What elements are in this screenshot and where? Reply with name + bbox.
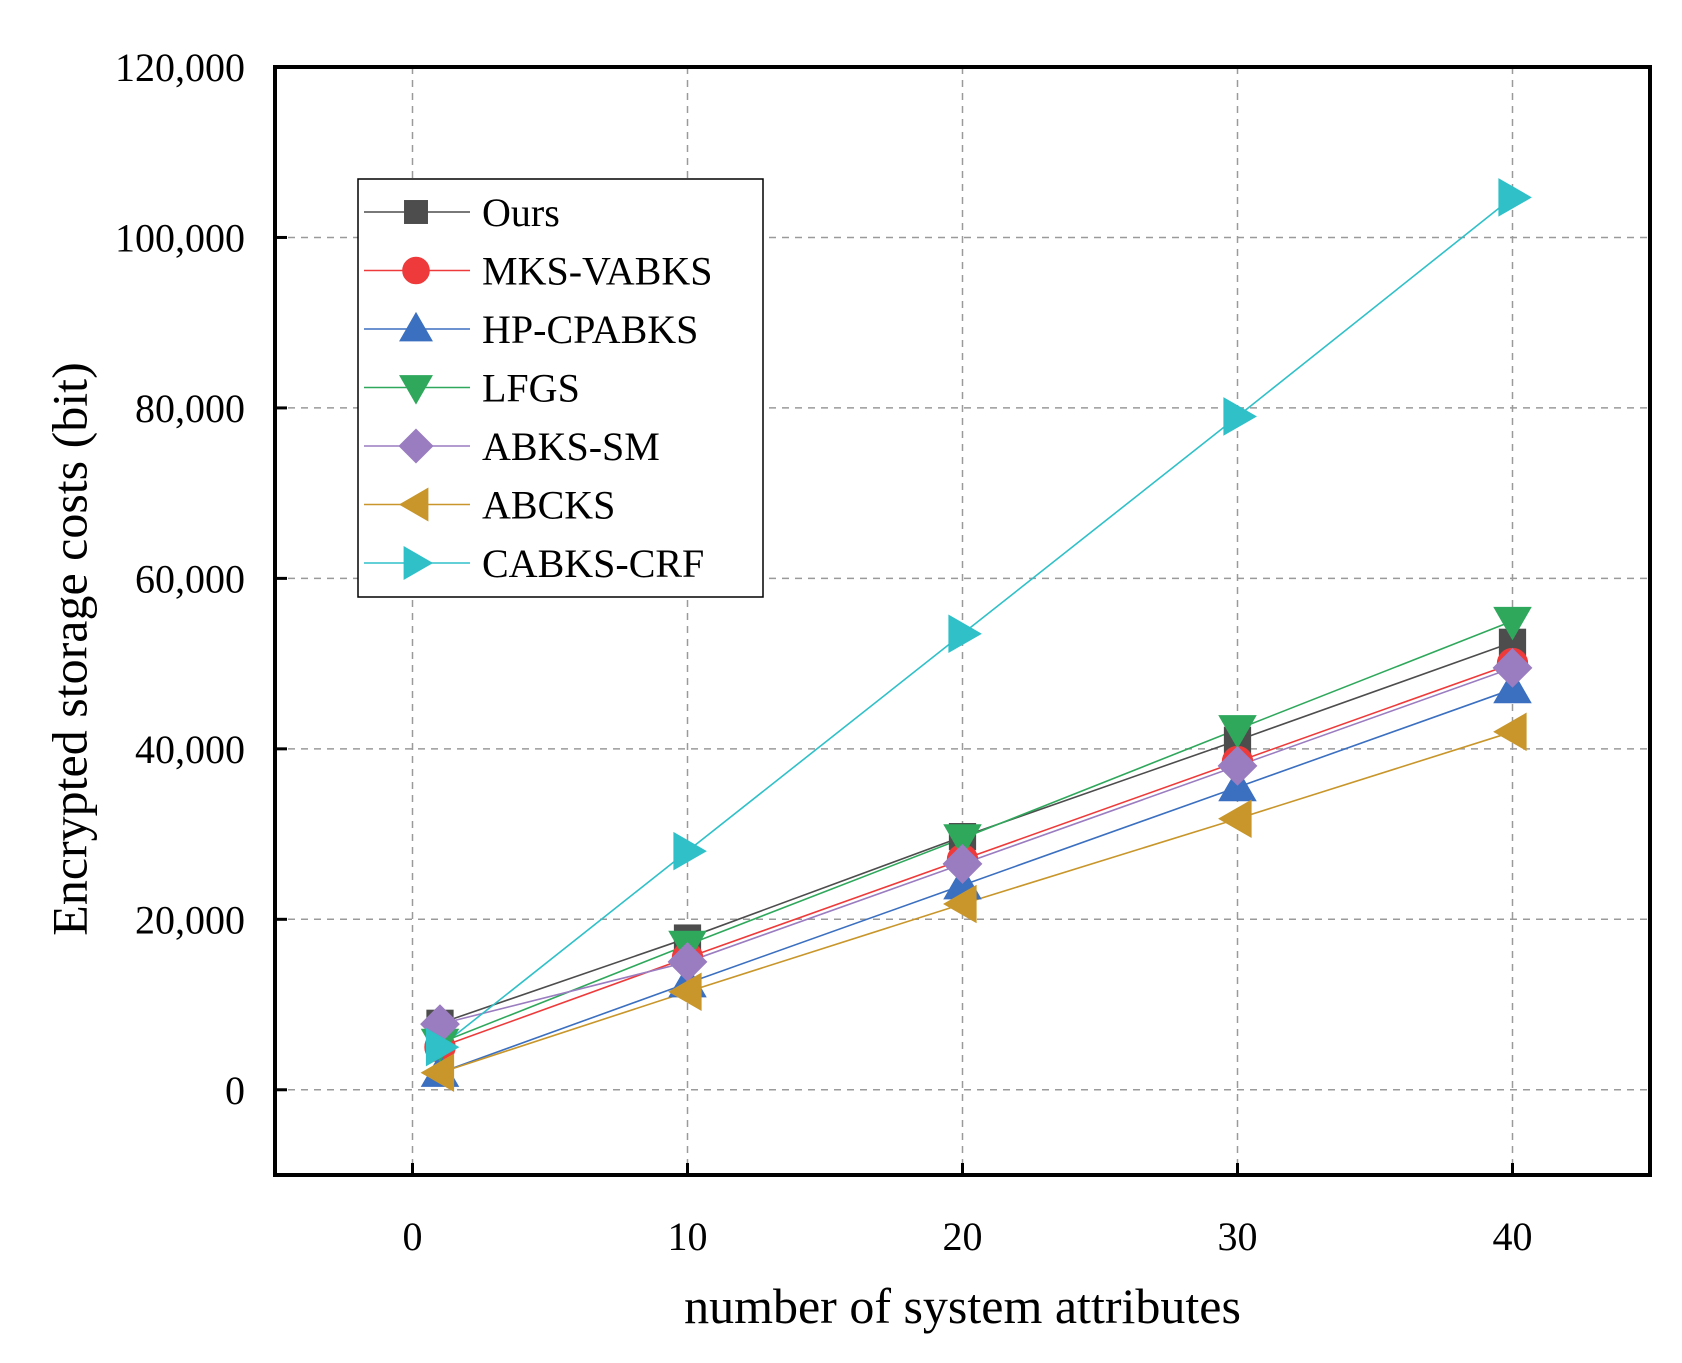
legend-marker-6: [403, 546, 434, 580]
y-tick-label: 40,000: [135, 727, 245, 772]
legend-label-1: MKS-VABKS: [482, 249, 712, 294]
data-point-5-0: [420, 1053, 455, 1092]
data-point-4-2: [942, 844, 983, 884]
y-tick-label: 0: [225, 1068, 245, 1113]
data-point-4-4: [1492, 647, 1533, 688]
y-axis-ticks: 0 20,000 40,000 60,000 80,000 100,000 120,000: [115, 45, 287, 1113]
y-axis-title: Encrypted storage costs (bit): [41, 362, 97, 935]
series-line-2: [439, 688, 1513, 1074]
data-point-6-2: [948, 614, 982, 654]
series-markers: [420, 178, 1533, 1092]
legend-label-2: HP-CPABKS: [482, 307, 698, 352]
x-tick-label: 20: [943, 1214, 983, 1259]
y-tick-label: 20,000: [135, 897, 245, 942]
legend-items: Ours MKS-VABKS HP-CPABKS LFGS ABKS-SM ABCKS…: [364, 190, 712, 586]
legend-marker-3: [399, 375, 433, 405]
data-point-5-4: [1493, 712, 1527, 752]
x-tick-label: 30: [1218, 1214, 1258, 1259]
legend-label-3: LFGS: [482, 366, 580, 411]
y-tick-label: 120,000: [115, 45, 245, 90]
data-point-6-3: [1223, 397, 1257, 436]
legend-marker-0: [404, 200, 428, 224]
legend-label-4: ABKS-SM: [482, 424, 660, 469]
x-tick-label: 40: [1493, 1214, 1533, 1259]
legend-marker-5: [398, 487, 429, 522]
y-tick-label: 100,000: [115, 215, 245, 260]
legend-marker-1: [402, 256, 430, 285]
data-point-3-3: [1218, 715, 1257, 749]
legend-marker-2: [399, 311, 433, 342]
data-point-6-0: [425, 1027, 460, 1067]
data-point-3-2: [943, 824, 982, 858]
x-axis-title: number of system attributes: [684, 1278, 1241, 1334]
data-point-6-1: [673, 831, 707, 871]
legend-label-5: ABCKS: [482, 483, 615, 528]
x-tick-label: 0: [403, 1214, 423, 1259]
data-point-4-3: [1217, 745, 1258, 786]
legend: Ours MKS-VABKS HP-CPABKS LFGS ABKS-SM ABCKS…: [357, 178, 764, 598]
y-tick-label: 60,000: [135, 556, 245, 601]
y-tick-label: 80,000: [135, 386, 245, 431]
legend-marker-4: [398, 428, 434, 464]
data-point-6-4: [1498, 178, 1532, 217]
x-axis-ticks: 0 10 20 30 40: [403, 1163, 1533, 1259]
legend-label-0: Ours: [482, 190, 560, 235]
legend-label-6: CABKS-CRF: [482, 541, 704, 586]
data-point-3-4: [1493, 606, 1532, 641]
data-point-5-1: [668, 972, 702, 1012]
x-tick-label: 10: [668, 1214, 708, 1259]
data-point-5-3: [1218, 799, 1252, 838]
data-point-5-2: [943, 884, 977, 924]
